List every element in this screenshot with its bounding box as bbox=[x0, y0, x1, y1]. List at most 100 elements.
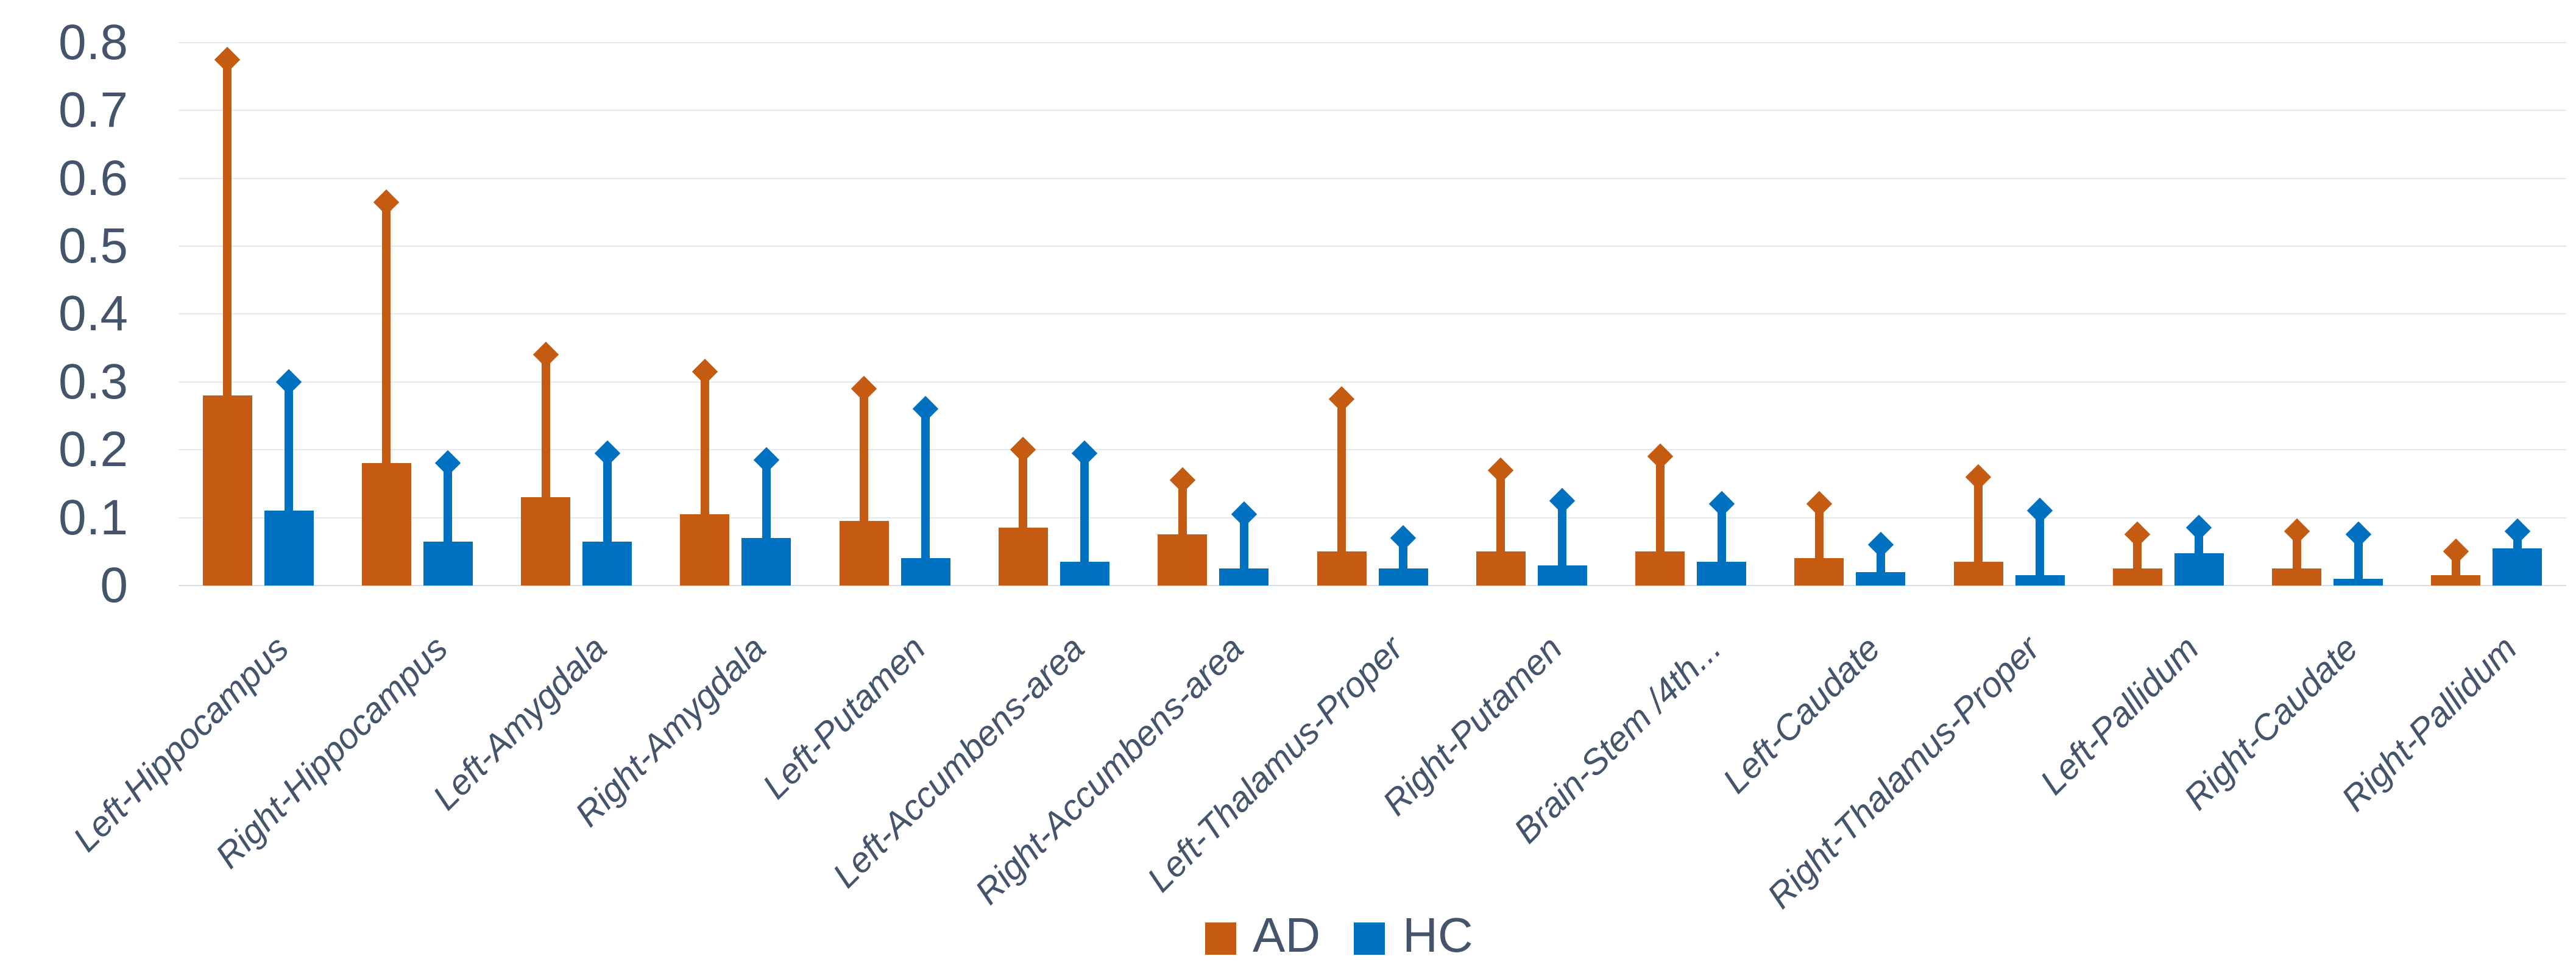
gridline bbox=[179, 449, 2566, 451]
legend: AD HC bbox=[1205, 911, 1473, 960]
ad-whisker-cap-diamond-icon bbox=[1010, 436, 1036, 463]
ad-whisker-cap-diamond-icon bbox=[1647, 444, 1673, 470]
ad-bar bbox=[202, 395, 252, 586]
y-axis-tick-label: 0.5 bbox=[58, 218, 128, 274]
ad-error-whisker bbox=[1655, 456, 1665, 552]
ad-bar bbox=[2272, 568, 2322, 586]
ad-bar bbox=[1158, 534, 1208, 586]
ad-error-whisker bbox=[860, 388, 869, 522]
ad-whisker-cap-diamond-icon bbox=[1488, 457, 1514, 483]
hc-bar bbox=[2015, 575, 2065, 586]
y-axis-tick-label: 0.3 bbox=[58, 353, 128, 409]
ad-whisker-cap-diamond-icon bbox=[851, 375, 877, 402]
hc-bar bbox=[264, 511, 314, 586]
ad-error-whisker bbox=[1974, 476, 1983, 562]
hc-whisker-cap-diamond-icon bbox=[1867, 531, 1894, 558]
ad-whisker-cap-diamond-icon bbox=[1169, 467, 1195, 494]
hc-bar bbox=[1856, 572, 1906, 586]
hc-whisker-cap-diamond-icon bbox=[2026, 498, 2053, 524]
gridline bbox=[179, 313, 2566, 315]
legend-label-hc: HC bbox=[1403, 908, 1473, 962]
hc-bar bbox=[1537, 565, 1587, 586]
hc-bar bbox=[2493, 548, 2542, 586]
gridline bbox=[179, 246, 2566, 247]
y-axis-tick-label: 0.8 bbox=[58, 14, 128, 70]
ad-bar bbox=[1794, 558, 1844, 586]
hc-error-whisker bbox=[1239, 514, 1248, 569]
ad-bar bbox=[1953, 562, 2003, 586]
hc-error-whisker bbox=[1717, 504, 1726, 562]
ad-error-whisker bbox=[223, 59, 232, 396]
hc-error-whisker bbox=[762, 459, 771, 539]
y-axis-tick-label: 0.4 bbox=[58, 286, 128, 342]
ad-bar bbox=[1635, 551, 1685, 586]
ad-whisker-cap-diamond-icon bbox=[2443, 539, 2469, 565]
hc-error-whisker bbox=[285, 381, 294, 511]
hc-error-whisker bbox=[1558, 500, 1567, 565]
hc-whisker-cap-diamond-icon bbox=[1390, 525, 1417, 551]
ad-error-whisker bbox=[541, 355, 550, 498]
gridline bbox=[179, 381, 2566, 383]
hc-whisker-cap-diamond-icon bbox=[2186, 515, 2212, 541]
ad-bar bbox=[2431, 575, 2481, 586]
ad-whisker-cap-diamond-icon bbox=[533, 342, 559, 368]
gridline bbox=[179, 177, 2566, 179]
hc-whisker-cap-diamond-icon bbox=[1231, 501, 1257, 528]
gridline bbox=[179, 585, 2566, 586]
hc-bar bbox=[2174, 553, 2224, 586]
ad-whisker-cap-diamond-icon bbox=[373, 189, 400, 215]
hc-whisker-cap-diamond-icon bbox=[2504, 518, 2531, 545]
ad-whisker-cap-diamond-icon bbox=[1806, 491, 1833, 517]
hc-error-whisker bbox=[2036, 511, 2045, 576]
hc-error-whisker bbox=[603, 453, 612, 542]
hc-bar bbox=[1378, 568, 1428, 586]
y-axis-tick-label: 0.6 bbox=[58, 150, 128, 206]
y-axis-tick-label: 0.7 bbox=[58, 82, 128, 138]
ad-whisker-cap-diamond-icon bbox=[1965, 464, 1992, 490]
gridline bbox=[179, 517, 2566, 519]
ad-bar bbox=[521, 497, 571, 586]
ad-bar bbox=[2112, 568, 2162, 586]
y-axis-tick-label: 0.2 bbox=[58, 422, 128, 478]
hc-whisker-cap-diamond-icon bbox=[2345, 522, 2371, 548]
ad-error-whisker bbox=[700, 372, 709, 515]
hc-bar bbox=[901, 558, 950, 586]
y-axis-tick-label: 0.1 bbox=[58, 489, 128, 545]
y-axis-tick-label: 0 bbox=[100, 558, 128, 613]
hc-error-whisker bbox=[2354, 534, 2363, 579]
hc-whisker-cap-diamond-icon bbox=[275, 369, 302, 395]
gridline bbox=[179, 110, 2566, 112]
hc-whisker-cap-diamond-icon bbox=[912, 396, 939, 422]
hc-bar bbox=[741, 538, 791, 586]
hc-bar bbox=[582, 541, 632, 586]
hc-whisker-cap-diamond-icon bbox=[1072, 440, 1098, 466]
hc-whisker-cap-diamond-icon bbox=[1549, 487, 1576, 514]
ad-whisker-cap-diamond-icon bbox=[2284, 518, 2310, 545]
ad-whisker-cap-diamond-icon bbox=[214, 46, 241, 73]
hc-whisker-cap-diamond-icon bbox=[594, 440, 620, 466]
ad-bar bbox=[680, 514, 730, 586]
hc-error-whisker bbox=[921, 409, 930, 559]
ad-bar bbox=[361, 463, 411, 586]
ad-whisker-cap-diamond-icon bbox=[2125, 522, 2151, 548]
ad-error-whisker bbox=[1019, 450, 1028, 528]
ad-bar bbox=[1476, 551, 1526, 586]
ad-error-whisker bbox=[382, 202, 391, 464]
ad-error-whisker bbox=[1337, 398, 1346, 552]
hc-whisker-cap-diamond-icon bbox=[435, 450, 461, 476]
hc-whisker-cap-diamond-icon bbox=[753, 447, 780, 473]
ad-bar bbox=[839, 521, 889, 586]
hc-whisker-cap-diamond-icon bbox=[1708, 491, 1735, 517]
gridline bbox=[179, 41, 2566, 43]
hc-bar bbox=[2334, 578, 2383, 586]
legend-swatch-hc bbox=[1354, 922, 1385, 955]
ad-error-whisker bbox=[1814, 504, 1824, 559]
hc-bar bbox=[1219, 568, 1269, 586]
legend-swatch-ad bbox=[1205, 922, 1236, 955]
ad-bar bbox=[1317, 551, 1367, 586]
hc-bar bbox=[423, 541, 473, 586]
ad-error-whisker bbox=[1178, 480, 1187, 535]
legend-label-ad: AD bbox=[1253, 908, 1321, 962]
